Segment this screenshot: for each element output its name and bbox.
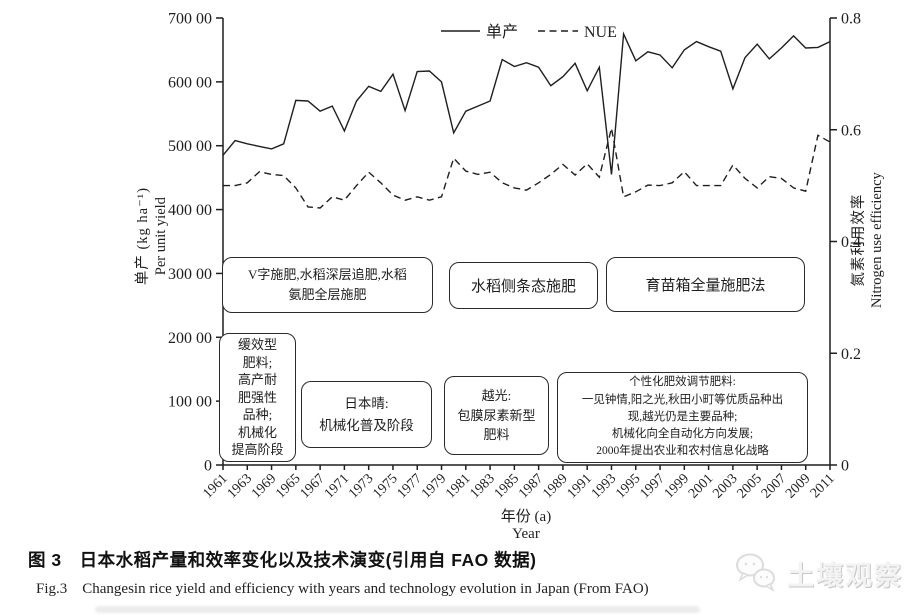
- svg-text:1967: 1967: [298, 471, 328, 501]
- rice-yield-nue-chart: 0 100 00 200 00 300 00 400 00 500 00 600 00 700…: [168, 11, 861, 502]
- x-axis-ticks: 1961196319691965196719711973197519771979…: [200, 465, 838, 502]
- svg-text:1979: 1979: [419, 471, 449, 501]
- right-axis-title: 氮素利用效率 Nitrogen use efficiency: [850, 70, 886, 410]
- left-axis-title: 单产 (kg ha⁻¹) Per unit yield: [134, 66, 170, 406]
- annotation-box-side-dressing: 水稻侧条态施肥: [449, 262, 598, 309]
- svg-text:1971: 1971: [322, 471, 352, 501]
- svg-text:1987: 1987: [516, 471, 546, 501]
- svg-text:700 00: 700 00: [168, 11, 212, 28]
- svg-text:0.2: 0.2: [841, 346, 861, 363]
- annotation-box-slow-release: 缓效型 肥料; 高产耐 肥强性 品种; 机械化 提高阶段: [219, 333, 296, 462]
- svg-text:100 00: 100 00: [168, 394, 212, 411]
- svg-text:2009: 2009: [783, 471, 813, 501]
- left-axis-ticks: 0 100 00 200 00 300 00 400 00 500 00 600 00 700…: [168, 11, 223, 475]
- annotation-box-nursery-box: 育苗箱全量施肥法: [606, 257, 805, 312]
- svg-text:0.4: 0.4: [841, 234, 861, 251]
- svg-text:1995: 1995: [613, 471, 643, 501]
- annotation-box-personalized-fertilizer: 个性化肥效调节肥料: 一见钟情,阳之光,秋田小町等优质品种出 现,越光仍是主要品…: [557, 372, 808, 463]
- svg-text:1981: 1981: [443, 471, 473, 501]
- svg-text:1965: 1965: [273, 471, 303, 501]
- svg-text:NUE: NUE: [584, 24, 617, 41]
- svg-text:500 00: 500 00: [168, 138, 212, 155]
- nue-line: [223, 127, 831, 209]
- watermark-text: 土壤观察: [787, 560, 903, 591]
- svg-text:1985: 1985: [492, 471, 522, 501]
- x-axis-title-en: Year: [512, 526, 540, 543]
- svg-text:1961: 1961: [200, 471, 230, 501]
- svg-text:1989: 1989: [540, 471, 570, 501]
- right-axis-title-en: Nitrogen use efficiency: [869, 172, 885, 309]
- svg-text:1963: 1963: [225, 471, 255, 501]
- annotation-box-nipponbare: 日本晴: 机械化普及阶段: [301, 381, 432, 448]
- watermark: 土壤观察: [733, 552, 903, 594]
- svg-text:400 00: 400 00: [168, 202, 212, 219]
- annotation-box-v-fertilization: V字施肥,水稻深层追肥,水稻 氨肥全层施肥: [222, 257, 433, 313]
- svg-text:1977: 1977: [395, 471, 425, 501]
- svg-text:1973: 1973: [346, 471, 376, 501]
- svg-text:600 00: 600 00: [168, 74, 212, 91]
- figure-caption-zh: 图 3 日本水稻产量和效率变化以及技术演变(引用自 FAO 数据): [28, 550, 537, 570]
- svg-text:1999: 1999: [662, 471, 692, 501]
- x-axis-title-zh: 年份 (a): [500, 509, 552, 525]
- svg-text:2007: 2007: [759, 471, 789, 501]
- svg-text:2005: 2005: [735, 471, 765, 501]
- svg-text:300 00: 300 00: [168, 266, 212, 283]
- left-axis-title-zh: 单产 (kg ha⁻¹): [134, 187, 151, 286]
- svg-text:0.8: 0.8: [841, 11, 861, 28]
- svg-text:0.6: 0.6: [841, 122, 861, 139]
- svg-text:1975: 1975: [370, 471, 400, 501]
- left-axis-title-en: Per unit yield: [153, 197, 169, 276]
- svg-text:2001: 2001: [686, 471, 716, 501]
- svg-text:2011: 2011: [808, 471, 838, 501]
- svg-text:1997: 1997: [637, 471, 667, 501]
- svg-text:0: 0: [841, 458, 849, 475]
- annotation-box-koshihikari: 越光: 包膜尿素新型 肥料: [444, 376, 549, 455]
- x-axis-title: 年份 (a) Year: [436, 509, 616, 544]
- svg-text:1983: 1983: [468, 471, 498, 501]
- svg-text:0: 0: [204, 458, 212, 475]
- svg-text:1969: 1969: [249, 471, 279, 501]
- yield-line: [222, 31, 831, 175]
- legend: 单产 NUE: [441, 23, 617, 41]
- svg-text:1993: 1993: [589, 471, 619, 501]
- right-axis-ticks: 0 0.2 0.4 0.6 0.8: [830, 11, 861, 475]
- figure-caption-en: Fig.3 Changesin rice yield and efficienc…: [36, 581, 649, 597]
- chat-bubbles-icon: [736, 553, 775, 592]
- svg-text:1991: 1991: [565, 471, 595, 501]
- page-bottom-smudge: [95, 606, 700, 613]
- svg-text:2003: 2003: [710, 471, 740, 501]
- svg-text:单产: 单产: [486, 23, 518, 41]
- right-axis-title-zh: 氮素利用效率: [850, 193, 867, 287]
- svg-text:200 00: 200 00: [168, 330, 212, 347]
